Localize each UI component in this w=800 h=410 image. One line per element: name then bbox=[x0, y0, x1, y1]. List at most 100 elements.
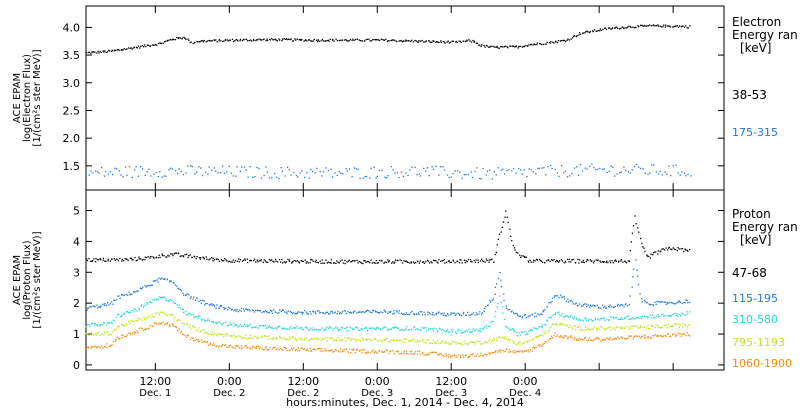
data-point bbox=[171, 314, 173, 316]
data-point bbox=[339, 348, 342, 350]
data-point bbox=[125, 323, 127, 325]
data-point bbox=[175, 252, 178, 254]
data-point bbox=[192, 325, 194, 327]
data-point bbox=[627, 337, 629, 339]
data-point bbox=[320, 350, 322, 352]
data-point bbox=[653, 334, 655, 337]
data-point bbox=[564, 316, 566, 318]
data-point bbox=[269, 326, 271, 328]
data-point bbox=[404, 313, 406, 315]
data-point bbox=[566, 258, 569, 261]
data-point bbox=[556, 295, 559, 297]
data-point bbox=[229, 307, 231, 310]
data-point bbox=[350, 351, 352, 354]
data-point bbox=[165, 175, 167, 177]
data-point bbox=[627, 315, 629, 317]
data-point bbox=[484, 340, 487, 343]
data-point bbox=[202, 41, 204, 43]
data-point bbox=[190, 41, 192, 43]
data-point bbox=[381, 339, 383, 341]
data-point bbox=[118, 338, 120, 340]
data-point bbox=[483, 310, 485, 312]
data-point bbox=[624, 27, 626, 29]
data-point bbox=[229, 322, 231, 324]
data-point bbox=[596, 337, 598, 339]
data-point bbox=[609, 326, 611, 328]
data-point bbox=[574, 303, 576, 305]
data-point bbox=[186, 314, 188, 316]
data-point bbox=[396, 172, 399, 174]
data-point bbox=[126, 324, 128, 326]
data-point bbox=[253, 259, 255, 262]
data-point bbox=[141, 45, 143, 47]
data-point bbox=[229, 335, 231, 337]
data-point bbox=[281, 327, 283, 330]
data-point bbox=[159, 311, 161, 313]
data-point bbox=[619, 172, 621, 174]
data-point bbox=[687, 27, 689, 29]
data-point bbox=[279, 325, 281, 328]
data-point bbox=[102, 303, 104, 305]
data-point bbox=[583, 303, 586, 305]
data-point bbox=[168, 313, 171, 316]
data-point bbox=[474, 355, 476, 357]
data-point bbox=[664, 171, 666, 173]
data-point bbox=[213, 344, 216, 346]
data-point bbox=[372, 327, 374, 329]
data-point bbox=[535, 328, 537, 330]
data-point bbox=[98, 325, 101, 327]
data-point bbox=[497, 277, 500, 280]
data-point bbox=[349, 38, 352, 41]
data-point bbox=[247, 326, 249, 328]
data-point bbox=[185, 172, 187, 174]
data-point bbox=[245, 308, 247, 310]
proton-legend: Proton Energy ran [keV] 47-68 115-195 31… bbox=[732, 207, 798, 370]
data-point bbox=[529, 259, 531, 262]
data-point bbox=[272, 260, 274, 262]
data-point bbox=[666, 25, 669, 27]
data-point bbox=[144, 328, 146, 331]
data-point bbox=[134, 320, 136, 322]
data-point bbox=[521, 173, 524, 175]
data-point bbox=[683, 333, 686, 335]
data-point bbox=[391, 340, 393, 342]
data-point bbox=[394, 261, 396, 263]
data-point bbox=[435, 165, 437, 167]
data-point bbox=[312, 311, 315, 313]
data-point bbox=[657, 25, 659, 27]
data-point bbox=[604, 27, 607, 29]
data-point bbox=[275, 39, 277, 41]
data-point bbox=[93, 324, 96, 326]
data-point bbox=[370, 339, 372, 342]
data-point bbox=[389, 328, 391, 330]
data-point bbox=[517, 335, 519, 337]
data-point bbox=[166, 256, 168, 258]
data-point bbox=[92, 172, 94, 174]
data-point bbox=[407, 261, 409, 264]
data-point bbox=[636, 335, 638, 338]
data-point bbox=[610, 306, 613, 308]
data-point bbox=[623, 166, 625, 168]
data-point bbox=[497, 167, 499, 169]
data-point bbox=[613, 328, 615, 330]
data-point bbox=[575, 302, 577, 304]
data-point bbox=[321, 38, 323, 41]
data-point bbox=[672, 247, 674, 249]
data-point bbox=[616, 173, 618, 175]
data-point bbox=[265, 261, 267, 263]
data-point bbox=[104, 50, 106, 52]
data-point bbox=[130, 311, 132, 313]
data-point bbox=[527, 333, 529, 335]
data-point bbox=[202, 40, 204, 42]
data-point bbox=[526, 332, 528, 334]
data-point bbox=[572, 303, 574, 305]
data-point bbox=[592, 320, 595, 322]
data-point bbox=[456, 40, 458, 43]
data-point bbox=[524, 313, 527, 316]
proton-panel-frame bbox=[85, 189, 725, 371]
data-point bbox=[155, 323, 157, 325]
data-point bbox=[190, 296, 192, 298]
proton-legend-series-115-195: 115-195 bbox=[732, 292, 778, 305]
data-point bbox=[441, 329, 443, 332]
data-point bbox=[632, 338, 634, 340]
